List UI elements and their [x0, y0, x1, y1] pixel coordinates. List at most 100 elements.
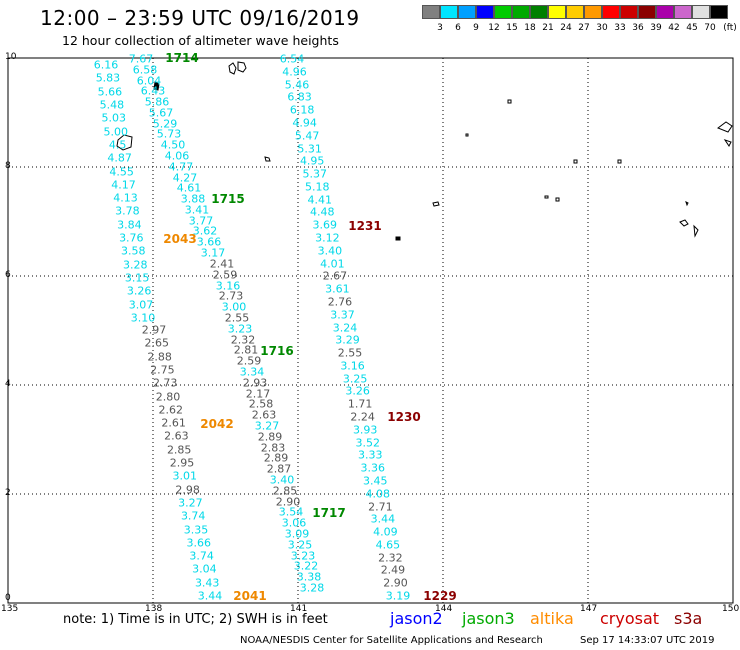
wave-height-value: 2.76: [327, 295, 353, 309]
wave-height-value: 5.46: [284, 78, 310, 92]
color-scale-label: 24: [560, 23, 572, 33]
wave-height-value: 4.87: [107, 151, 132, 165]
color-scale-swatch: [692, 5, 710, 19]
wave-height-value: 3.62: [192, 224, 218, 238]
wave-height-value: 6.04: [136, 74, 162, 88]
wave-height-value: 3.36: [360, 461, 386, 475]
x-tick-138: 138: [145, 604, 163, 614]
wave-height-value: 4.01: [320, 257, 345, 271]
wave-height-value: 2.87: [266, 462, 292, 476]
wave-height-value: 3.27: [254, 419, 280, 433]
color-scale-swatch: [584, 5, 602, 19]
color-scale-swatch: [512, 5, 530, 19]
color-scale-swatch: [458, 5, 476, 19]
wave-height-value: 3.45: [363, 474, 388, 488]
color-scale-swatch: [440, 5, 458, 19]
wave-height-value: 5.86: [144, 95, 170, 109]
wave-height-value: 4.65: [375, 538, 401, 552]
wave-height-value: 4.41: [307, 193, 333, 207]
wave-height-value: 3.43: [194, 576, 220, 590]
x-tick-144: 144: [435, 604, 453, 614]
wave-height-value: 3.74: [189, 549, 214, 563]
wave-height-value: 6.16: [93, 58, 119, 72]
wave-height-value: 2.97: [141, 323, 167, 337]
wave-height-value: 5.31: [297, 142, 322, 155]
wave-height-value: 2.61: [161, 416, 186, 430]
color-scale-swatch: [476, 5, 494, 19]
wave-height-value: 2.55: [337, 346, 363, 360]
pass-label: 2043: [163, 232, 197, 246]
wave-height-value: 3.17: [200, 246, 226, 260]
wave-height-value: 2.32: [230, 333, 256, 347]
wave-height-value: 2.93: [242, 376, 268, 390]
pass-label: 2042: [200, 417, 234, 431]
wave-height-value: 5.48: [99, 98, 125, 112]
map-frame: [7, 57, 734, 604]
wave-height-value: 6.18: [289, 103, 315, 117]
color-scale-label: 39: [650, 23, 662, 33]
wave-height-value: 2.85: [166, 443, 192, 457]
wave-height-value: 2.63: [251, 408, 277, 422]
color-scale-swatch: [422, 5, 440, 19]
wave-height-value: 5.66: [97, 85, 123, 99]
wave-height-value: 2.98: [175, 483, 200, 497]
pass-label: 1716: [260, 344, 294, 358]
wave-height-value: 3.88: [180, 192, 206, 206]
wave-height-value: 3.10: [130, 311, 156, 325]
color-scale-label: 70: [704, 23, 716, 33]
wave-height-value: 2.88: [147, 350, 172, 364]
wave-height-value: 3.23: [227, 322, 253, 336]
wave-height-value: 3.66: [186, 536, 212, 550]
legend-jason2: jason2: [390, 609, 443, 628]
wave-height-value: 3.29: [335, 333, 360, 347]
color-scale-label: 15: [506, 23, 518, 33]
wave-height-value: 3.84: [117, 218, 142, 232]
wave-height-value: 4.08: [365, 487, 391, 501]
y-tick-2: 2: [5, 488, 11, 498]
color-scale-label: 3: [437, 23, 443, 33]
island-outlines: [116, 61, 733, 241]
wave-height-value: 2.24: [350, 410, 375, 424]
wave-height-value: 2.17: [245, 387, 271, 401]
wave-height-value: 3.19: [385, 589, 411, 603]
wave-height-value: 5.47: [294, 129, 320, 143]
wave-height-value: 3.44: [197, 589, 223, 603]
wave-height-value: 3.25: [287, 538, 313, 552]
y-tick-4: 4: [5, 379, 11, 389]
wave-height-value: 2.73: [218, 289, 244, 303]
wave-height-value: 2.73: [152, 376, 178, 390]
wave-height-value: 2.32: [378, 551, 403, 565]
color-scale-label: 9: [473, 23, 479, 33]
wave-height-value: 3.77: [188, 214, 214, 228]
wave-height-value: 3.78: [115, 204, 140, 218]
wave-height-value: 3.16: [215, 279, 241, 293]
wave-height-value: 3.93: [352, 423, 378, 437]
wave-height-value: 3.12: [315, 231, 340, 245]
wave-height-value: 4.50: [160, 138, 186, 152]
legend-altika: altika: [530, 609, 574, 628]
color-scale-label: 21: [542, 23, 554, 33]
wave-height-value: 5.03: [101, 111, 127, 125]
wave-height-value: 3.74: [180, 509, 206, 523]
wave-height-value: 3.33: [357, 448, 383, 462]
wave-height-value: 4.09: [373, 525, 398, 539]
color-scale-label: 18: [524, 23, 536, 33]
color-scale-swatch: [530, 5, 548, 19]
wave-height-value: 4.55: [109, 165, 134, 179]
wave-height-value: 5.73: [156, 127, 182, 141]
wave-height-value: 2.41: [209, 257, 235, 271]
wave-height-value: 3.15: [124, 271, 150, 285]
wave-height-value: 5.37: [302, 167, 327, 181]
wave-height-value: 2.59: [212, 268, 238, 282]
timestamp: Sep 17 14:33:07 UTC 2019: [580, 635, 715, 646]
pass-label: 2041: [233, 589, 267, 603]
wave-height-value: 5.67: [148, 106, 174, 120]
y-tick-6: 6: [5, 270, 11, 280]
wave-height-value: 3.26: [126, 284, 152, 298]
wave-height-value: 4.96: [282, 65, 307, 79]
wave-height-value: 3.69: [312, 218, 338, 232]
wave-height-value: 3.09: [284, 527, 310, 541]
color-scale-label: 12: [488, 23, 500, 33]
wave-height-value: 4.48: [310, 205, 335, 219]
wave-height-value: 1.71: [347, 397, 373, 411]
